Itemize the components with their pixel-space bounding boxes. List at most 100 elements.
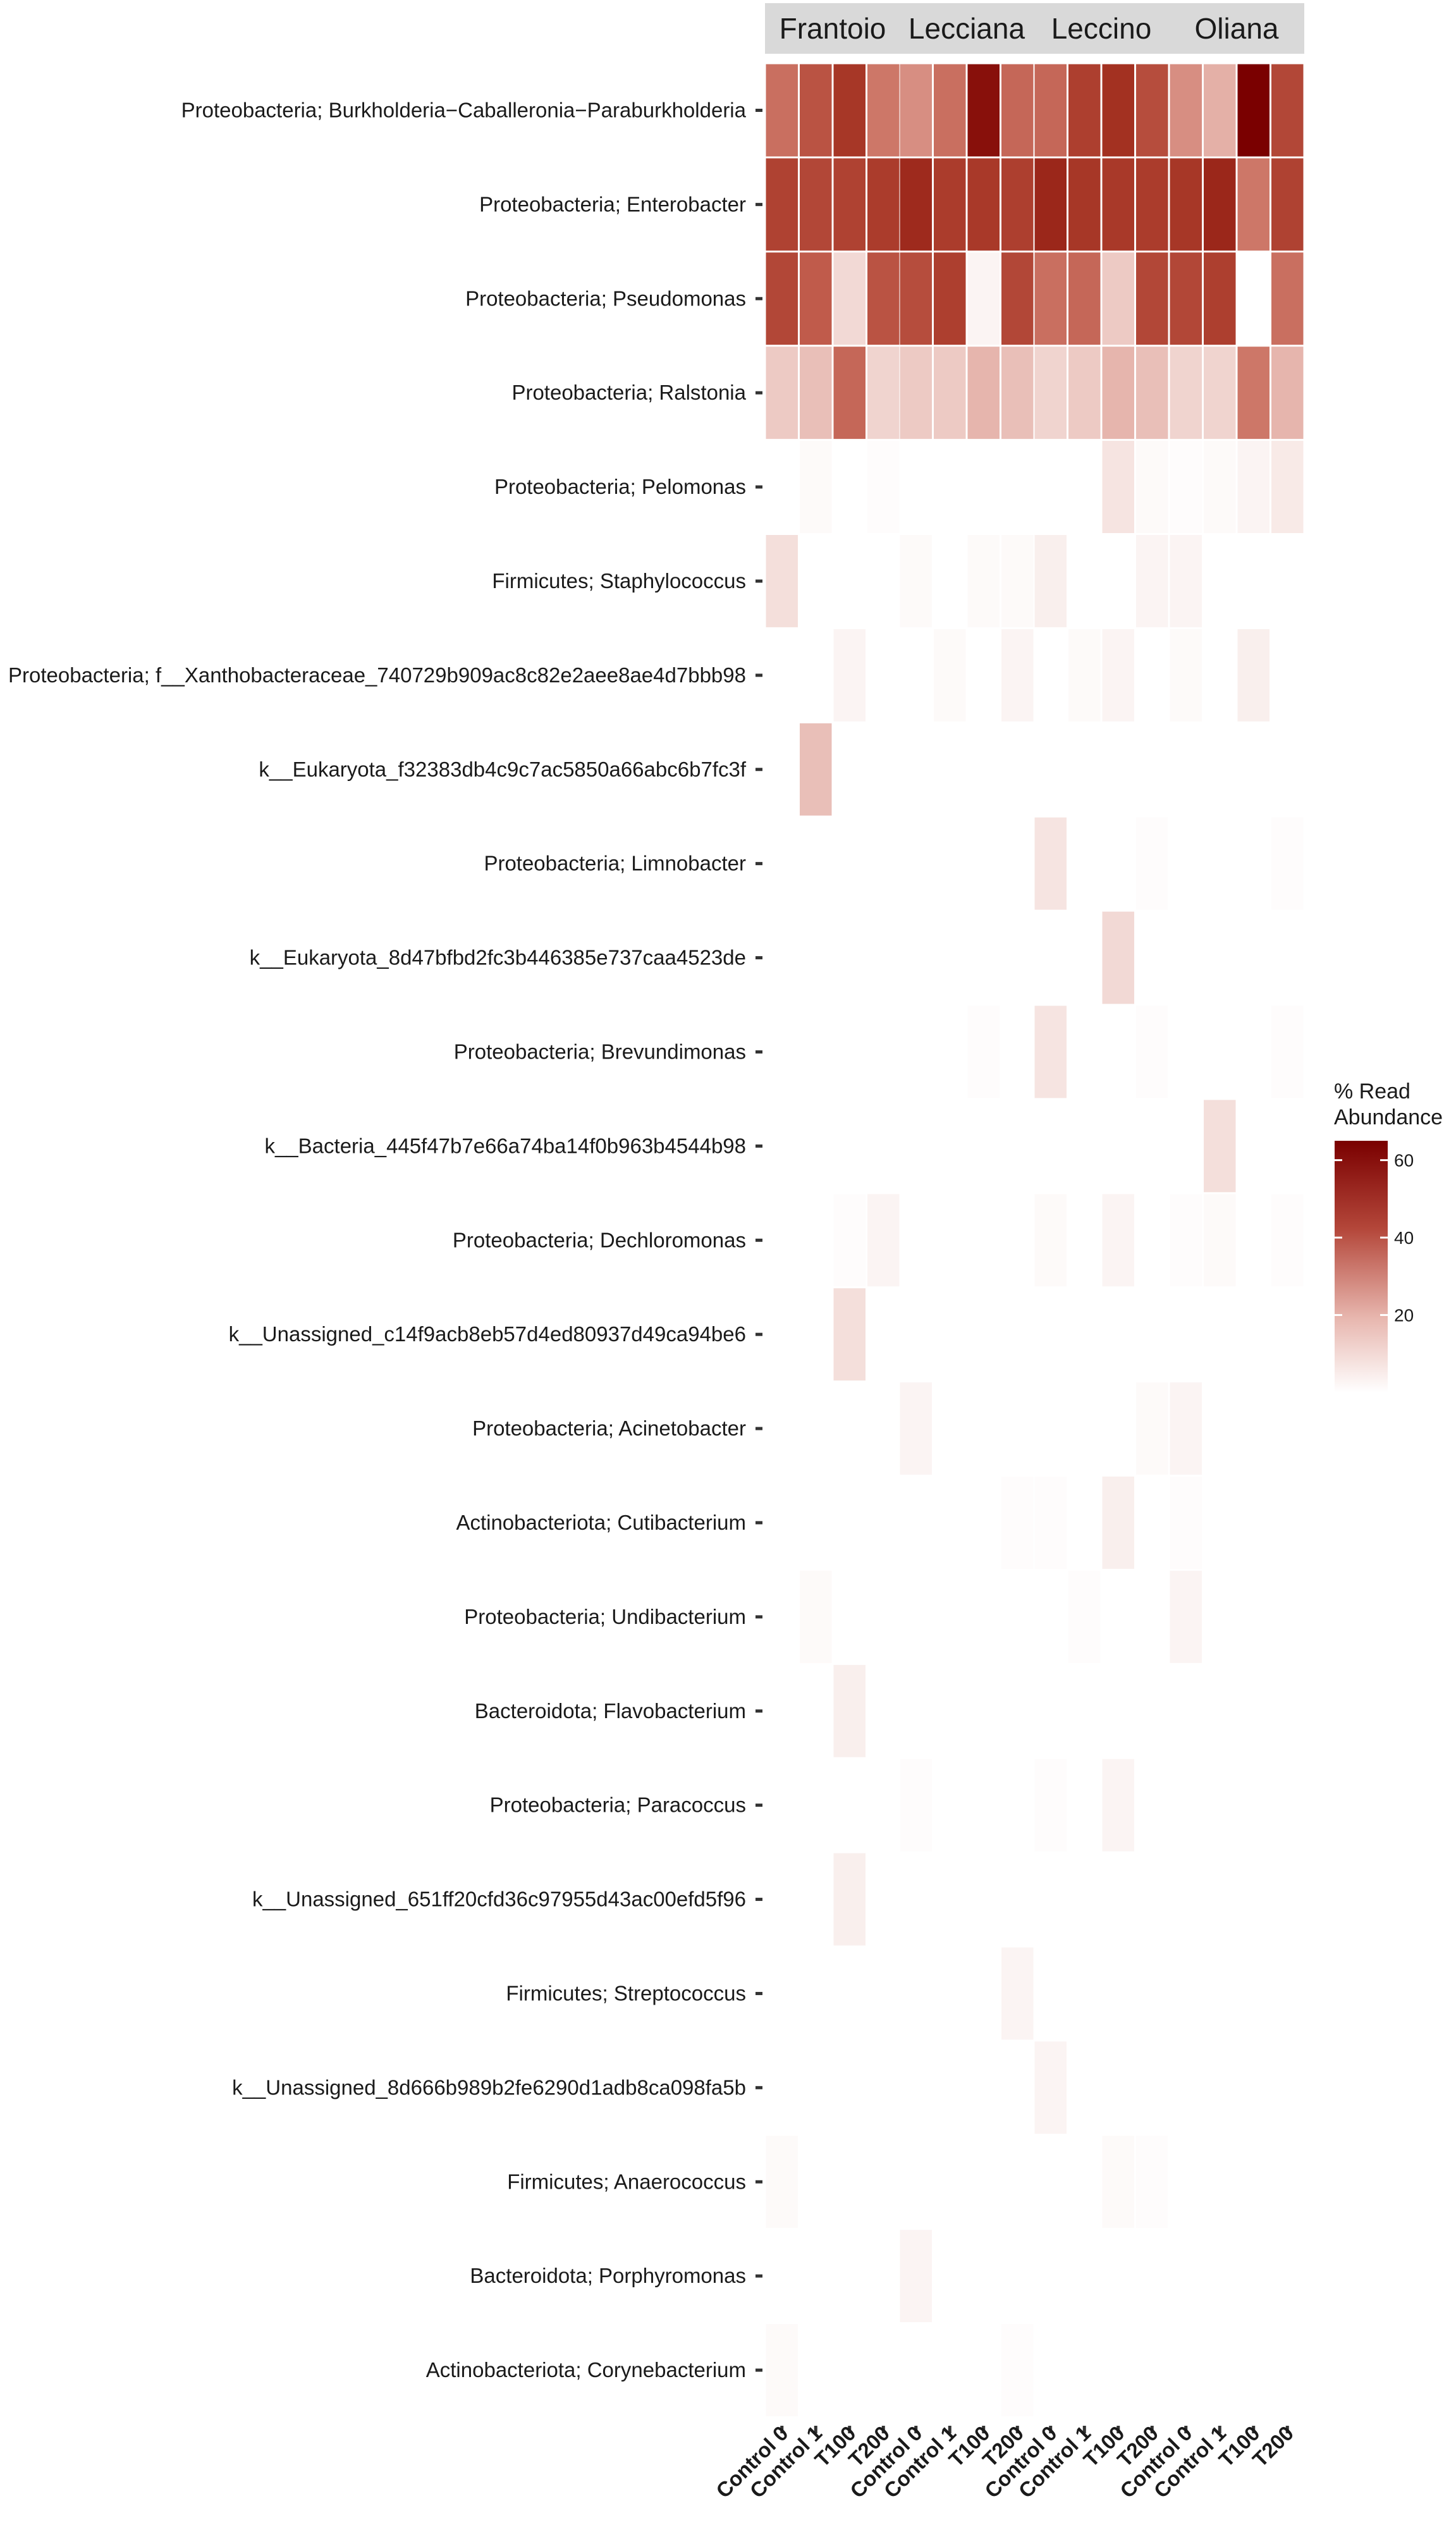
heatmap-cell (934, 629, 966, 722)
heatmap-cell (1102, 911, 1134, 1004)
heatmap-cell (1170, 1194, 1202, 1287)
heatmap-cell (1136, 2136, 1168, 2228)
heatmap-cell (900, 252, 932, 345)
heatmap-cell (1034, 64, 1067, 157)
heatmap-cell (1136, 252, 1168, 345)
row-label: Proteobacteria; f__Xanthobacteraceae_740… (8, 663, 746, 687)
legend-colorbar (1335, 1141, 1388, 1392)
heatmap-cell (1102, 1194, 1134, 1287)
heatmap-cell (833, 1194, 866, 1287)
heatmap-cell (1068, 64, 1101, 157)
row-label: k__Unassigned_c14f9acb8eb57d4ed80937d49c… (229, 1322, 746, 1346)
heatmap-cell (967, 158, 1000, 251)
heatmap-cell (1271, 158, 1304, 251)
heatmap-cell (1237, 347, 1269, 439)
heatmap-cell (833, 629, 866, 722)
heatmap-cell (867, 252, 900, 345)
facet-strip-oliana (1169, 3, 1304, 54)
heatmap-cell (766, 2136, 798, 2228)
row-label: k__Eukaryota_8d47bfbd2fc3b446385e737caa4… (250, 946, 746, 969)
heatmap-cell (1271, 817, 1304, 910)
heatmap-cell (967, 535, 1000, 627)
heatmap-cell (800, 64, 832, 157)
heatmap-cell (1170, 64, 1202, 157)
heatmap-cell (1170, 1477, 1202, 1569)
heatmap-cell (1034, 2041, 1067, 2134)
heatmap-cell (1102, 252, 1134, 345)
facet-label: Leccino (1051, 12, 1152, 45)
facet-strip-lecciana (899, 3, 1034, 54)
heatmap-cell (766, 158, 798, 251)
heatmap-cell (867, 441, 900, 533)
row-label: Proteobacteria; Enterobacter (479, 192, 746, 216)
row-label: Actinobacteriota; Cutibacterium (456, 1511, 746, 1534)
heatmap-cell (967, 1005, 1000, 1098)
row-label: Firmicutes; Staphylococcus (492, 569, 746, 593)
heatmap-cell (1034, 1477, 1067, 1569)
heatmap-cell (1170, 535, 1202, 627)
row-label: Proteobacteria; Acinetobacter (472, 1417, 746, 1440)
heatmap-cell (1271, 64, 1304, 157)
row-label: Proteobacteria; Dechloromonas (453, 1228, 746, 1251)
legend-title: Abundance (1334, 1105, 1443, 1129)
heatmap-cell (1136, 817, 1168, 910)
heatmap-cell (967, 64, 1000, 157)
row-label: Proteobacteria; Limnobacter (484, 852, 746, 875)
heatmap-cell (867, 347, 900, 439)
heatmap-cell (900, 2230, 932, 2323)
heatmap-cell (1068, 158, 1101, 251)
heatmap-cell (833, 1288, 866, 1381)
row-labels: Proteobacteria; Burkholderia−Caballeroni… (8, 98, 762, 2381)
heatmap-cell (1034, 535, 1067, 627)
heatmap-cell (1170, 158, 1202, 251)
heatmap-cell (833, 64, 866, 157)
row-label: k__Unassigned_651ff20cfd36c97955d43ac00e… (252, 1888, 746, 1911)
facet-strips: Frantoio Lecciana Leccino Oliana (765, 3, 1304, 54)
heatmap-cell (1237, 629, 1269, 722)
heatmap-cell (1001, 64, 1034, 157)
heatmap-cell (1068, 629, 1101, 722)
row-label: k__Bacteria_445f47b7e66a74ba14f0b963b454… (264, 1134, 746, 1157)
heatmap-cell (934, 347, 966, 439)
row-label: Proteobacteria; Burkholderia−Caballeroni… (181, 98, 747, 121)
heatmap-cell (1034, 817, 1067, 910)
heatmap-cell (900, 1759, 932, 1852)
heatmap-cell (1204, 158, 1236, 251)
heatmap-cell (1001, 347, 1034, 439)
heatmap-cell (1001, 158, 1034, 251)
heatmap-cell (1237, 64, 1269, 157)
heatmap-cell (1170, 441, 1202, 533)
legend-tick-label: 60 (1394, 1151, 1414, 1171)
heatmap-cell (1102, 64, 1134, 157)
heatmap-cell (1034, 252, 1067, 345)
heatmap-cell (1136, 347, 1168, 439)
heatmap-cell (800, 252, 832, 345)
row-label: Proteobacteria; Ralstonia (511, 381, 746, 404)
heatmap-cell (1102, 2136, 1134, 2228)
heatmap-cell (766, 252, 798, 345)
heatmap-cell (1034, 1005, 1067, 1098)
heatmap-cell (1136, 535, 1168, 627)
heatmap-cell (1136, 1005, 1168, 1098)
heatmap-cell (1271, 1194, 1304, 1287)
heatmap-cell (1001, 535, 1034, 627)
heatmap-cell (1034, 347, 1067, 439)
heatmap-cells (766, 64, 1304, 2416)
heatmap-cell (1034, 1759, 1067, 1852)
heatmap-cell (833, 1664, 866, 1757)
heatmap-cell (1136, 158, 1168, 251)
row-label: Bacteroidota; Porphyromonas (470, 2264, 746, 2287)
heatmap-cell (1204, 64, 1236, 157)
row-label: Proteobacteria; Pseudomonas (465, 286, 746, 310)
heatmap-cell (967, 347, 1000, 439)
heatmap-cell (1068, 252, 1101, 345)
heatmap-cell (900, 1382, 932, 1475)
heatmap-cell (1001, 2324, 1034, 2416)
row-label: Firmicutes; Anaerococcus (507, 2170, 746, 2193)
heatmap-cell (1001, 1477, 1034, 1569)
heatmap-cell (800, 158, 832, 251)
heatmap-cell (766, 64, 798, 157)
heatmap-cell (1034, 158, 1067, 251)
heatmap-cell (900, 64, 932, 157)
